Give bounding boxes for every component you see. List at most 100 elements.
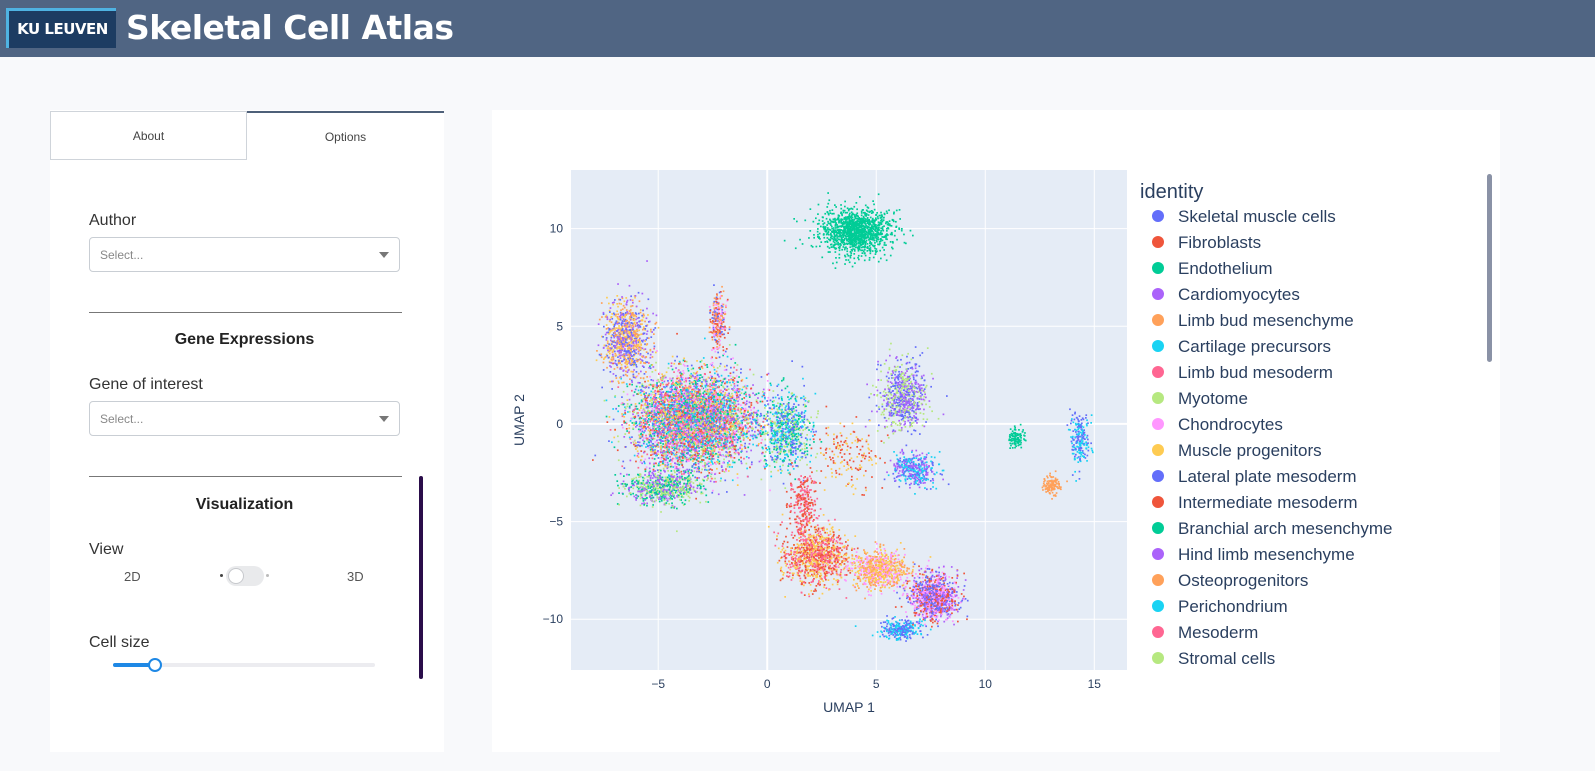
scatter-point [628, 398, 631, 401]
scatter-point [869, 237, 872, 240]
scatter-point [859, 245, 861, 248]
scatter-point [850, 237, 852, 240]
scatter-point [653, 429, 656, 432]
cell-size-slider[interactable] [113, 658, 375, 672]
scatter-point [757, 397, 759, 399]
scatter-point [749, 417, 752, 420]
scatter-point [646, 422, 648, 425]
scatter-point [705, 380, 708, 383]
scatter-point [677, 459, 680, 461]
tab-options[interactable]: Options [247, 111, 444, 160]
chevron-down-icon[interactable] [379, 252, 389, 258]
gene-select[interactable]: Select... [89, 401, 400, 436]
scatter-point [728, 398, 730, 400]
scatter-point [844, 227, 846, 230]
scatter-point [667, 382, 670, 384]
scatter-point [681, 464, 683, 467]
scatter-point [877, 229, 880, 232]
scatter-point [888, 209, 890, 212]
scatter-point [730, 438, 733, 440]
scatter-point [869, 232, 872, 235]
scatter-point [832, 227, 835, 229]
scatter-point [853, 218, 856, 221]
scatter-point [710, 475, 712, 478]
scatter-point [714, 404, 717, 406]
scatter-point [676, 377, 678, 380]
scatter-point [885, 234, 887, 236]
scatter-point [641, 390, 644, 392]
scatter-point [693, 444, 695, 447]
app-title: Skeletal Cell Atlas [126, 8, 454, 47]
scatter-point [630, 403, 633, 406]
scatter-point [669, 441, 672, 444]
scatter-point [673, 433, 676, 435]
scatter-point [679, 416, 681, 419]
scatter-point [746, 432, 748, 434]
scatter-point [760, 412, 762, 415]
scatter-point [713, 383, 716, 386]
scatter-point [885, 221, 888, 223]
scatter-point [687, 424, 689, 427]
scatter-point [646, 439, 649, 442]
panel-scrollbar[interactable] [419, 476, 423, 679]
scatter-point [657, 445, 659, 448]
scatter-point [752, 384, 754, 386]
scatter-point [653, 431, 656, 434]
scatter-point [733, 406, 735, 409]
scatter-point [693, 467, 696, 469]
scatter-point [834, 227, 837, 229]
scatter-point [849, 231, 851, 233]
scatter-point [669, 409, 672, 411]
scatter-point [700, 436, 703, 439]
toggle-knob[interactable] [228, 568, 244, 584]
scatter-point [732, 396, 735, 399]
scatter-point [864, 254, 867, 257]
scatter-point [620, 402, 623, 405]
scatter-point [739, 388, 741, 390]
scatter-point [832, 238, 835, 241]
view-toggle[interactable] [226, 566, 264, 586]
scatter-point [857, 245, 860, 247]
scatter-point [657, 441, 660, 444]
view-2d-label[interactable]: 2D [124, 569, 141, 584]
scatter-point [870, 220, 873, 223]
scatter-point [645, 401, 647, 403]
scatter-point [663, 454, 665, 457]
tab-about[interactable]: About [50, 111, 247, 160]
scatter-point [863, 233, 865, 236]
scatter-point [682, 392, 685, 395]
scatter-point [850, 216, 852, 219]
scatter-point [667, 425, 670, 428]
scatter-point [833, 239, 836, 241]
scatter-point [656, 469, 659, 471]
scatter-point [824, 228, 827, 231]
scatter-point [719, 393, 722, 395]
scatter-point [728, 403, 731, 406]
scatter-point [862, 211, 865, 214]
scatter-point [764, 424, 766, 427]
scatter-point [852, 235, 855, 238]
scatter-point [698, 379, 701, 382]
toggle-right-dot [266, 574, 269, 577]
scatter-point [656, 454, 658, 457]
scatter-point [887, 227, 890, 230]
scatter-point [869, 221, 871, 224]
scatter-point [873, 239, 876, 242]
scatter-point [666, 393, 669, 396]
view-3d-label[interactable]: 3D [347, 569, 364, 584]
slider-handle[interactable] [147, 658, 162, 672]
scatter-point [853, 205, 856, 208]
author-select[interactable]: Select... [89, 237, 400, 272]
scatter-point [728, 407, 731, 410]
scatter-point [641, 383, 644, 386]
scatter-point [760, 442, 763, 444]
scatter-point [621, 465, 624, 468]
scatter-point [826, 211, 829, 213]
chevron-down-icon[interactable] [379, 416, 389, 422]
ku-leuven-logo[interactable]: KU LEUVEN [6, 8, 116, 48]
scatter-point [782, 403, 785, 405]
scatter-point [656, 439, 658, 442]
scatter-point [842, 209, 845, 212]
scatter-point [754, 418, 756, 421]
